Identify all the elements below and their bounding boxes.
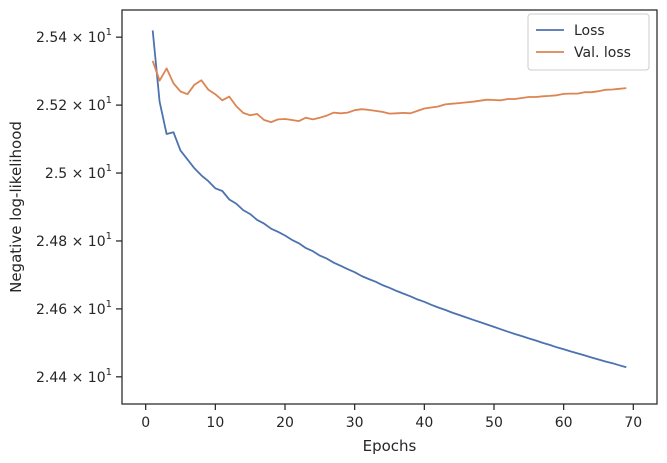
y-tick-mantissa: 2.46 <box>36 302 67 318</box>
plot-frame <box>121 9 658 405</box>
x-tick-label: 50 <box>485 415 503 431</box>
y-tick-times: × 10 <box>67 302 105 318</box>
y-tick-times: × 10 <box>67 234 105 250</box>
y-tick-label: 2.48 × 101 <box>36 231 112 250</box>
x-tick-label: 0 <box>141 415 150 431</box>
y-tick-exponent: 1 <box>106 27 112 38</box>
y-tick-exponent: 1 <box>106 95 112 106</box>
y-tick-mantissa: 2.54 <box>36 30 67 46</box>
legend-box <box>527 13 650 71</box>
y-tick-exponent: 1 <box>106 231 112 242</box>
y-axis-label: Negative log-likelihood <box>7 121 25 293</box>
x-tick-label: 10 <box>206 415 224 431</box>
series-line-2 <box>151 60 627 123</box>
x-tick-label: 20 <box>276 415 294 431</box>
series-lines <box>151 30 627 369</box>
x-axis-ticks: 0 10 20 30 40 50 60 70 <box>141 404 642 431</box>
series-line-1 <box>151 30 627 369</box>
x-tick-label: 60 <box>555 415 573 431</box>
x-tick-label: 30 <box>346 415 364 431</box>
legend: Loss Val. loss <box>527 13 650 71</box>
y-tick-exponent: 1 <box>106 299 112 310</box>
y-tick-times: × 10 <box>67 370 105 386</box>
legend-label-2: Val. loss <box>574 45 631 61</box>
y-tick-times: × 10 <box>67 98 105 114</box>
y-tick-times: × 10 <box>67 166 105 182</box>
x-tick-label: 40 <box>415 415 433 431</box>
y-tick-times: × 10 <box>67 30 105 46</box>
y-tick-label: 2.5 × 101 <box>45 163 112 182</box>
y-tick-mantissa: 2.5 <box>45 166 67 182</box>
legend-label-1: Loss <box>574 23 605 39</box>
x-axis-label: Epochs <box>363 437 417 455</box>
y-tick-mantissa: 2.52 <box>36 98 67 114</box>
y-tick-exponent: 1 <box>106 163 112 174</box>
y-tick-label: 2.46 × 101 <box>36 299 112 318</box>
y-tick-mantissa: 2.44 <box>36 370 67 386</box>
x-tick-label: 70 <box>624 415 642 431</box>
y-tick-exponent: 1 <box>106 367 112 378</box>
y-tick-label: 2.52 × 101 <box>36 95 112 114</box>
y-tick-label: 2.54 × 101 <box>36 27 112 46</box>
y-tick-mantissa: 2.48 <box>36 234 67 250</box>
y-tick-label: 2.44 × 101 <box>36 367 112 386</box>
